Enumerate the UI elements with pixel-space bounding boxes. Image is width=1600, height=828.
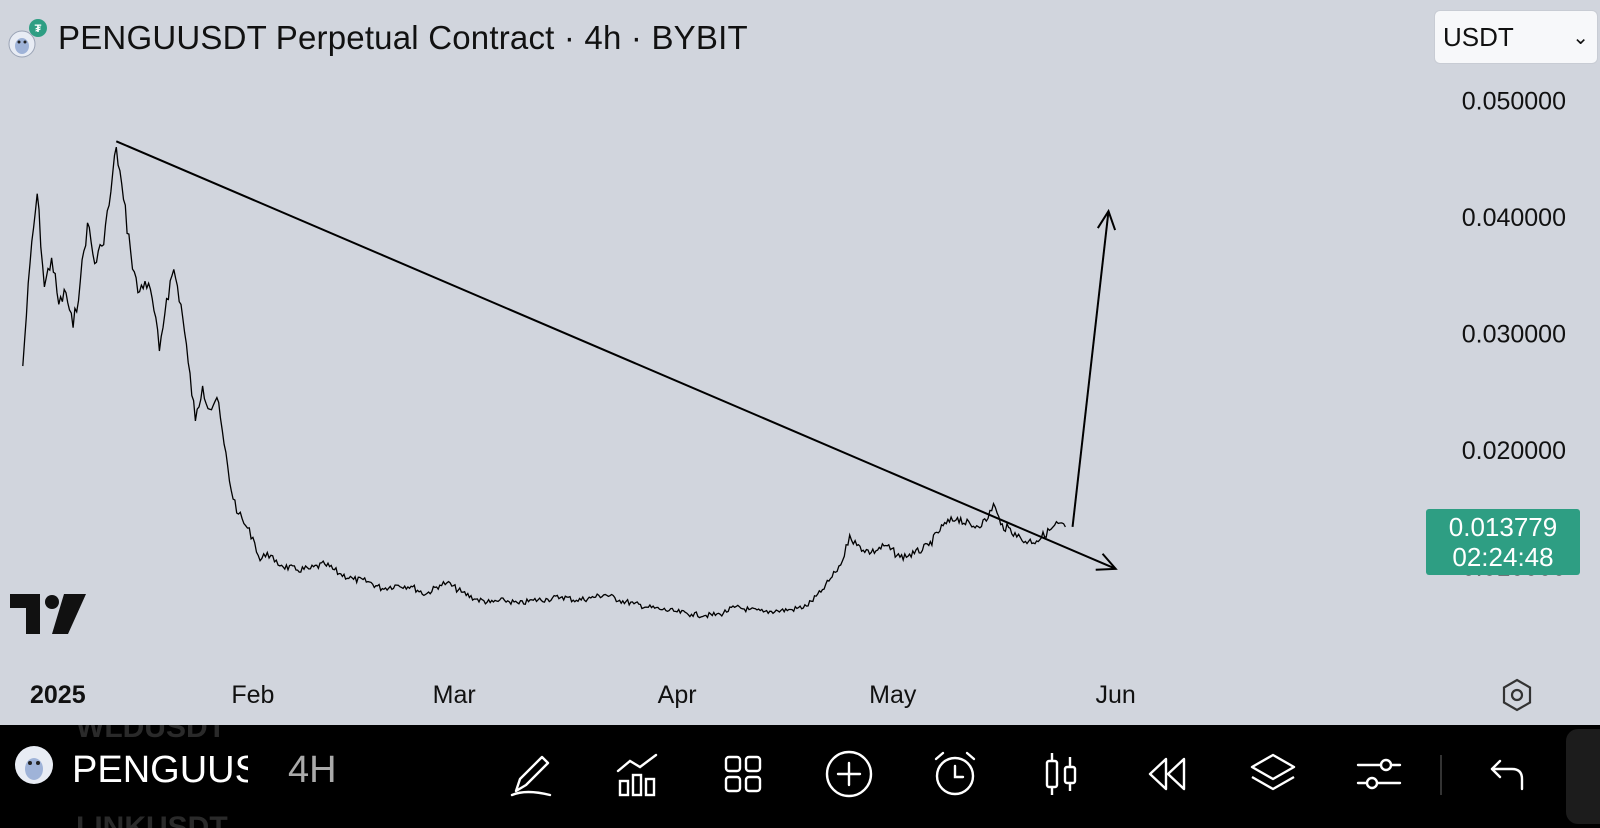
svg-text:₮: ₮ [35,23,42,35]
indicators-icon[interactable] [612,749,662,799]
price-tick-label: 0.040000 [1462,204,1566,232]
breakout-arrow-drawing-head [1096,208,1117,231]
price-series-line-0 [22,146,1066,619]
symbol-avatar-icon[interactable] [14,745,54,785]
chart-settings-icon[interactable] [1500,678,1534,712]
timeframe-button[interactable]: 4H [288,749,337,791]
symbol-button[interactable]: PENGUUS [72,749,248,791]
time-tick-label: May [869,681,917,709]
add-icon[interactable] [824,749,874,799]
layers-icon[interactable] [1248,749,1298,799]
trendline-drawing[interactable] [115,140,1117,570]
price-tick-label: 0.030000 [1462,321,1566,349]
chart-area[interactable]: 0.0500000.0400000.0300000.0200000.010000… [0,0,1600,725]
undo-icon[interactable] [1480,749,1530,799]
layout-grid-icon[interactable] [718,749,768,799]
ghost-symbol-below: LINKUSDT [76,811,228,828]
time-tick-label: 2025 [30,681,86,709]
price-tick-label: 0.020000 [1462,437,1566,465]
bar-countdown: 02:24:48 [1452,542,1554,572]
candle-type-icon[interactable] [1036,749,1086,799]
tradingview-logo-icon[interactable] [10,594,86,634]
draw-icon[interactable] [506,749,556,799]
pengu-logo-icon: ₮ [8,18,48,58]
breakout-arrow-drawing[interactable] [1071,211,1110,528]
last-price-badge: 0.013779 02:24:48 [1426,509,1580,575]
alert-icon[interactable] [930,749,980,799]
ghost-symbol-above: WLDUSDT [76,725,226,744]
price-chart[interactable]: 0.0500000.0400000.0300000.0200000.010000… [0,0,1600,725]
time-tick-label: Mar [433,681,476,709]
time-tick-label: Feb [231,681,274,709]
drawing-layer[interactable] [115,140,1118,571]
time-tick-label: Apr [658,681,697,709]
toolbar-divider [1440,755,1442,795]
page-title: PENGUUSDT Perpetual Contract · 4h · BYBI… [58,19,748,56]
time-tick-label: Jun [1096,681,1136,709]
trendline-drawing-head [1095,553,1118,571]
symbol-header[interactable]: ₮ PENGUUSDT Perpetual Contract · 4h · BY… [8,16,748,60]
toolbar-overflow-button[interactable] [1566,729,1600,824]
settings-sliders-icon[interactable] [1354,749,1404,799]
replay-icon[interactable] [1142,749,1192,799]
chevron-down-icon: ⌄ [1572,27,1589,49]
price-line-layer [22,146,1066,619]
last-price: 0.013779 [1448,512,1558,542]
price-tick-label: 0.050000 [1462,88,1566,116]
currency-select[interactable]: USDT ⌄ [1434,10,1598,64]
time-axis[interactable]: 2025 Feb Mar Apr May Jun [30,681,1136,709]
currency-value: USDT [1443,21,1514,52]
bottom-toolbar: WLDUSDT LINKUSDT PENGUUS 4H [0,725,1600,828]
